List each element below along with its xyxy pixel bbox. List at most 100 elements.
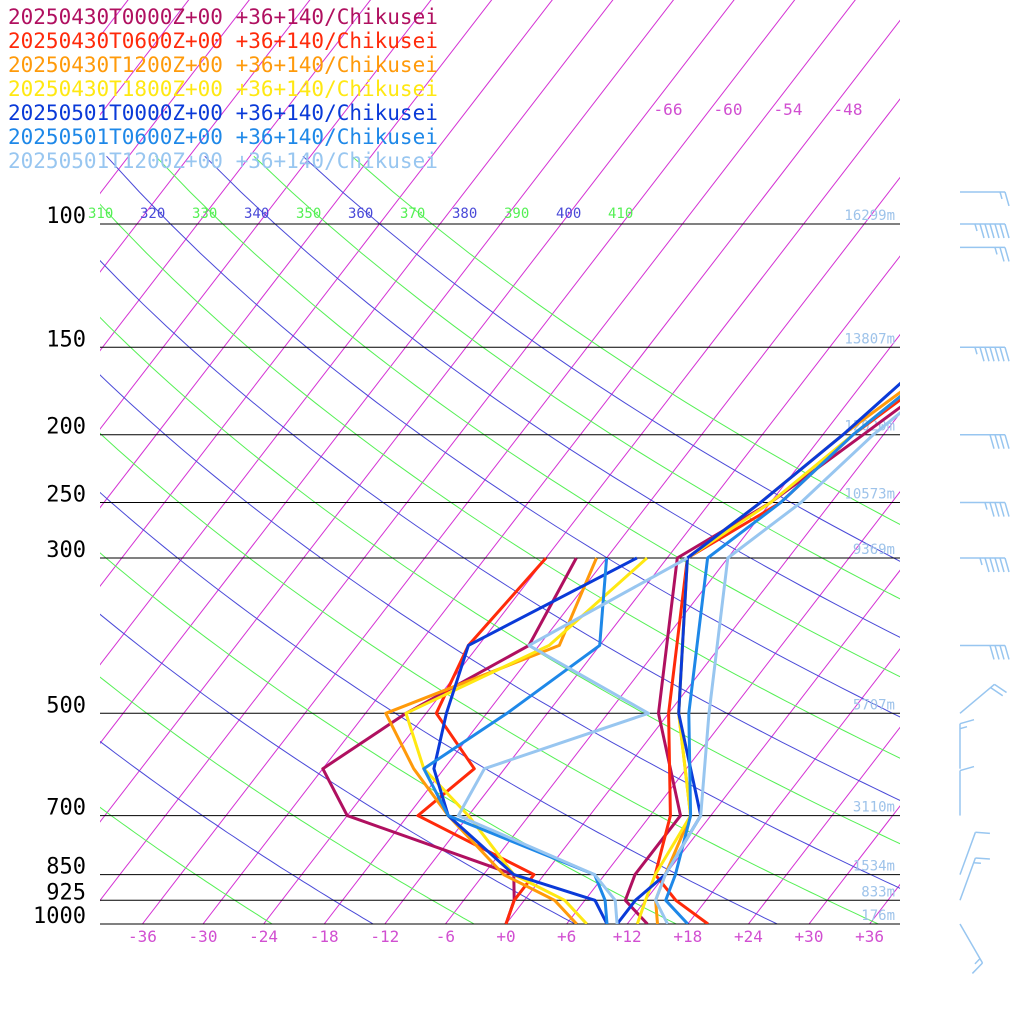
upper-tick-label: -48 <box>834 100 863 119</box>
temperature-trace <box>635 394 900 924</box>
isotherm-line <box>505 412 900 924</box>
dewpoint-trace <box>416 557 548 924</box>
temperature-trace <box>654 411 900 924</box>
height-label: 16299m <box>844 208 895 224</box>
dry-adiabat-line <box>100 613 577 924</box>
isotherm-line <box>626 569 900 924</box>
theta-label: 360 <box>348 206 373 222</box>
x-axis-ticks: -36 -30 -24 -18 -12 -6 +0 +6 +12 +18 +24 +30 +36 <box>128 927 884 946</box>
theta-label: 390 <box>504 206 529 222</box>
isotherm-line <box>991 0 1024 924</box>
dewpoint-trace <box>432 556 638 924</box>
legend-entry: 20250430T1800Z+00 +36+140/Chikusei <box>8 77 438 101</box>
dry-adiabat-line <box>204 155 900 638</box>
pressure-label: 150 <box>46 327 86 352</box>
theta-label: 400 <box>556 206 581 222</box>
legend-entry: 20250430T0600Z+00 +36+140/Chikusei <box>8 29 438 53</box>
wind-barb <box>959 718 975 769</box>
theta-label: 340 <box>244 206 269 222</box>
dry-adiabat-line <box>351 155 900 526</box>
dry-adiabat-line <box>100 740 375 924</box>
legend-entry: 20250501T1200Z+00 +36+140/Chikusei <box>8 149 438 173</box>
dry-adiabat-line <box>100 491 779 924</box>
wind-barb <box>959 831 990 875</box>
wind-barb <box>960 346 1010 362</box>
x-tick-label: +24 <box>734 927 763 946</box>
isotherm-line <box>808 805 900 924</box>
temperature-trace <box>623 405 900 924</box>
upper-temperature-ticks: -66 -60 -54 -48 <box>654 100 863 119</box>
pressure-label: 925 <box>46 880 86 905</box>
x-tick-label: +18 <box>673 927 702 946</box>
height-label: 13807m <box>844 331 895 347</box>
wind-barb <box>960 246 1010 262</box>
x-tick-label: +36 <box>855 927 884 946</box>
wind-barb <box>960 557 1010 573</box>
isotherm-line <box>748 726 900 924</box>
theta-label: 330 <box>192 206 217 222</box>
pressure-label: 500 <box>46 693 86 718</box>
pressure-label: 200 <box>46 415 86 440</box>
theta-label: 350 <box>296 206 321 222</box>
x-tick-label: -18 <box>310 927 339 946</box>
dewpoint-trace <box>321 557 578 924</box>
wind-barbs <box>959 191 1010 974</box>
temperature-trace <box>654 390 900 924</box>
dry-adiabat-line <box>100 316 900 845</box>
height-label: 9369m <box>853 542 895 558</box>
dewpoint-trace <box>422 557 609 924</box>
pressure-label: 100 <box>46 204 86 229</box>
height-label: 176m <box>861 908 895 924</box>
wind-barb <box>959 923 984 974</box>
pressure-label: 850 <box>46 855 86 880</box>
legend-entry: 20250430T0000Z+00 +36+140/Chikusei <box>8 5 438 29</box>
dry-adiabat-line <box>100 552 678 924</box>
dry-adiabat-line <box>155 155 900 678</box>
x-tick-label: +12 <box>613 927 642 946</box>
isotherm-line <box>930 0 1024 924</box>
theta-label: 410 <box>608 206 633 222</box>
height-label: 5707m <box>853 697 895 713</box>
sounding-traces <box>321 381 900 924</box>
pressure-label: 700 <box>46 796 86 821</box>
x-tick-label: -30 <box>189 927 218 946</box>
height-labels: 16299m13807m12020m10573m9369m5707m3110m1… <box>844 208 895 924</box>
dewpoint-trace <box>384 557 598 924</box>
dry-adiabat-line <box>106 155 900 718</box>
theta-label: 380 <box>452 206 477 222</box>
theta-label: 370 <box>400 206 425 222</box>
x-tick-label: +6 <box>557 927 576 946</box>
temperature-trace <box>664 394 900 924</box>
wind-barb <box>960 191 1010 207</box>
x-tick-label: -24 <box>249 927 278 946</box>
x-tick-label: -6 <box>436 927 455 946</box>
theta-labels: 310 320 330 340 350 360 370 380 390 400 410 <box>88 206 633 222</box>
isotherm-line <box>445 333 900 924</box>
pressure-label: 250 <box>46 483 86 508</box>
wind-barb <box>960 223 1010 239</box>
wind-barb <box>960 501 1010 517</box>
wind-barb <box>959 857 990 901</box>
x-tick-label: +0 <box>496 927 515 946</box>
legend-entry: 20250430T1200Z+00 +36+140/Chikusei <box>8 53 438 77</box>
legend-entry: 20250501T0600Z+00 +36+140/Chikusei <box>8 125 438 149</box>
dry-adiabat-line <box>100 806 274 924</box>
dry-adiabat-line <box>100 374 900 889</box>
pressure-label: 300 <box>46 538 86 563</box>
dry-adiabat-line <box>100 676 476 924</box>
isotherm-line <box>384 255 900 924</box>
wind-barb <box>959 683 1007 714</box>
wind-barb <box>960 433 1010 449</box>
upper-tick-label: -54 <box>774 100 803 119</box>
wind-barb <box>959 765 975 816</box>
wind-barb <box>960 644 1010 660</box>
x-tick-label: +30 <box>795 927 824 946</box>
height-label: 1534m <box>853 859 895 875</box>
theta-label: 310 <box>88 206 113 222</box>
dry-adiabat-line <box>100 259 900 802</box>
x-tick-label: -12 <box>370 927 399 946</box>
height-label: 833m <box>861 884 895 900</box>
dry-adiabat-line <box>253 155 900 600</box>
pressure-label: 1000 <box>33 904 86 929</box>
